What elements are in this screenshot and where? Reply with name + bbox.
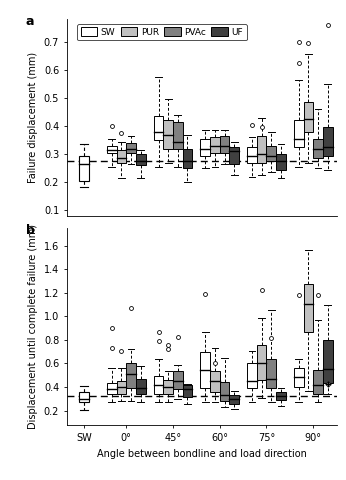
Bar xyxy=(79,156,89,181)
Bar xyxy=(107,146,117,153)
Bar xyxy=(126,363,136,388)
Bar xyxy=(210,137,220,153)
Bar xyxy=(117,150,126,163)
Bar xyxy=(117,381,126,394)
Bar xyxy=(107,383,117,394)
Bar xyxy=(313,370,323,394)
Legend: SW, PUR, PVAc, UF: SW, PUR, PVAc, UF xyxy=(78,24,247,40)
Bar xyxy=(257,345,266,380)
Bar xyxy=(210,371,220,392)
Bar xyxy=(154,376,163,394)
Bar xyxy=(163,120,173,149)
Y-axis label: Failure displacement (mm): Failure displacement (mm) xyxy=(28,52,38,183)
Bar xyxy=(183,149,192,168)
Bar xyxy=(266,146,276,161)
Bar xyxy=(303,102,313,132)
Bar xyxy=(173,371,183,389)
Bar xyxy=(136,379,146,394)
Bar xyxy=(294,368,303,387)
Bar xyxy=(200,139,210,156)
Bar xyxy=(126,143,136,153)
Text: a: a xyxy=(26,15,34,28)
Bar xyxy=(276,154,286,170)
Bar xyxy=(313,139,323,158)
Bar xyxy=(154,116,163,140)
Bar xyxy=(294,120,303,147)
Bar xyxy=(229,147,239,164)
Bar xyxy=(303,285,313,332)
Bar xyxy=(183,385,192,397)
Bar xyxy=(229,395,239,404)
X-axis label: Angle between bondline and load direction: Angle between bondline and load directio… xyxy=(98,449,307,459)
Bar xyxy=(247,363,257,388)
Bar xyxy=(276,392,286,400)
Bar xyxy=(220,136,229,153)
Bar xyxy=(163,380,173,394)
Bar xyxy=(323,128,333,156)
Bar xyxy=(79,392,89,402)
Bar xyxy=(220,383,229,401)
Bar xyxy=(247,147,257,163)
Bar xyxy=(200,352,210,388)
Bar xyxy=(173,122,183,149)
Bar xyxy=(323,340,333,383)
Bar xyxy=(257,136,266,163)
Bar xyxy=(266,360,276,388)
Bar xyxy=(136,154,146,166)
Text: b: b xyxy=(26,224,35,237)
Y-axis label: Displacement until complete failure (mm): Displacement until complete failure (mm) xyxy=(28,224,38,429)
